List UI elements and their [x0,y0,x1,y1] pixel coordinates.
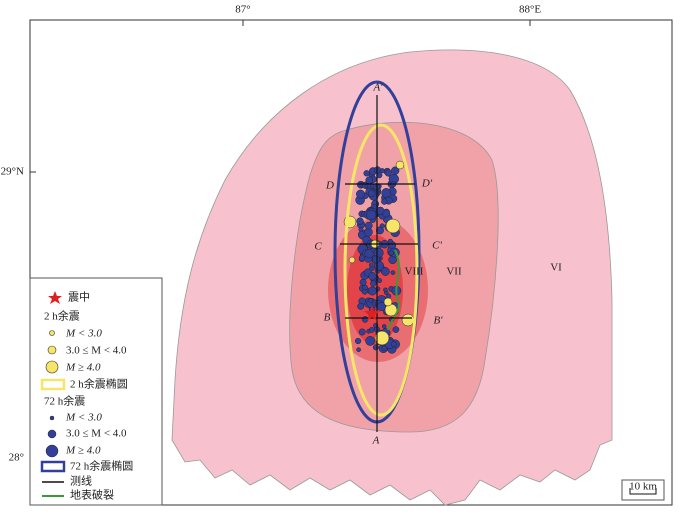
lon-label: 87° [235,4,250,16]
profile-label: B [324,312,331,324]
profile-label: A [372,435,380,447]
aftershock [361,288,368,295]
aftershock [392,326,400,333]
intensity-label: VI [550,262,562,274]
aftershock [387,238,393,244]
aftershock [377,278,382,284]
intensity-label: VIII [405,266,424,278]
legend-symbol [47,345,57,355]
aftershock [388,250,394,256]
aftershock [368,262,374,268]
aftershock [390,270,396,275]
legend-label: 3.0 ≤ M < 4.0 [66,428,127,440]
aftershock [364,249,374,259]
aftershock [375,184,381,190]
aftershock [372,255,380,264]
legend-label: M ≥ 4.0 [65,445,101,457]
ellipse-2h [343,123,419,417]
legend-symbol [40,378,66,391]
aftershock [364,221,373,230]
aftershock [368,298,374,303]
legend-label: M < 3.0 [65,328,102,340]
scale-label: 10 km [629,481,657,493]
aftershock [381,324,387,329]
aftershock [356,347,361,353]
aftershock [367,189,376,198]
profile-label: D [325,180,334,192]
aftershock [383,297,393,307]
aftershocks [343,160,415,354]
aftershock [370,280,377,287]
legend-symbol [49,415,55,421]
aftershock [357,302,365,310]
legend-symbol [40,460,66,473]
aftershock [401,313,415,327]
intensity-label: VII [446,266,462,278]
lon-label: 88°E [519,4,541,16]
lat-label: 29°N [1,166,24,178]
aftershock [356,189,365,199]
aftershock [348,256,356,264]
aftershock [379,223,385,229]
legend-symbol [48,291,62,304]
aftershock [358,328,366,336]
legend-symbol [49,330,55,336]
profile-lines [340,95,418,432]
aftershock [368,326,375,333]
aftershock [372,344,379,351]
legend-symbol [45,444,59,458]
aftershock [354,337,362,345]
aftershock [366,209,377,220]
aftershock [356,217,364,225]
aftershock [358,227,364,232]
legend-label: 2 h余震 [44,309,80,323]
aftershock [381,267,390,276]
legend-label: 72 h余震 [44,394,85,408]
legend [29,277,163,506]
aftershock [384,169,392,177]
profile-label: C [314,241,322,253]
aftershock [385,218,401,234]
aftershock [379,168,385,174]
legend-label: 震中 [68,291,90,304]
aftershock [367,286,377,296]
aftershock [391,166,400,175]
aftershock [368,272,377,281]
legend-label: M < 3.0 [65,412,102,424]
legend-label: 2 h余震椭圆 [70,377,128,391]
surface-rupture [387,249,400,331]
aftershock [381,188,392,198]
legend-label: 3.0 ≤ M < 4.0 [66,345,127,357]
aftershock [365,176,373,184]
aftershock [383,287,388,293]
aftershock [363,170,370,177]
scale-box [621,479,665,501]
legend-label: 地表破裂 [70,488,114,502]
aftershock [361,316,369,323]
epicenter [364,305,380,321]
aftershock [381,345,388,352]
aftershock [359,278,367,286]
aftershock [376,206,385,215]
legend-label: M ≥ 4.0 [65,362,101,374]
legend-label: 72 h余震椭圆 [70,459,133,473]
profile-label: A' [372,82,383,94]
legend-symbol [45,360,59,374]
aftershock [395,160,405,170]
aftershock [374,330,390,346]
legend-label: 测线 [70,474,92,488]
aftershock [390,341,397,348]
aftershock [365,336,375,346]
lat-label: 28° [9,452,24,464]
legend-symbol [47,429,57,439]
profile-label: B' [433,315,443,327]
profile-label: D' [421,178,433,190]
aftershock [381,198,388,205]
profile-label: C' [432,240,442,252]
scale-bar [629,488,657,495]
